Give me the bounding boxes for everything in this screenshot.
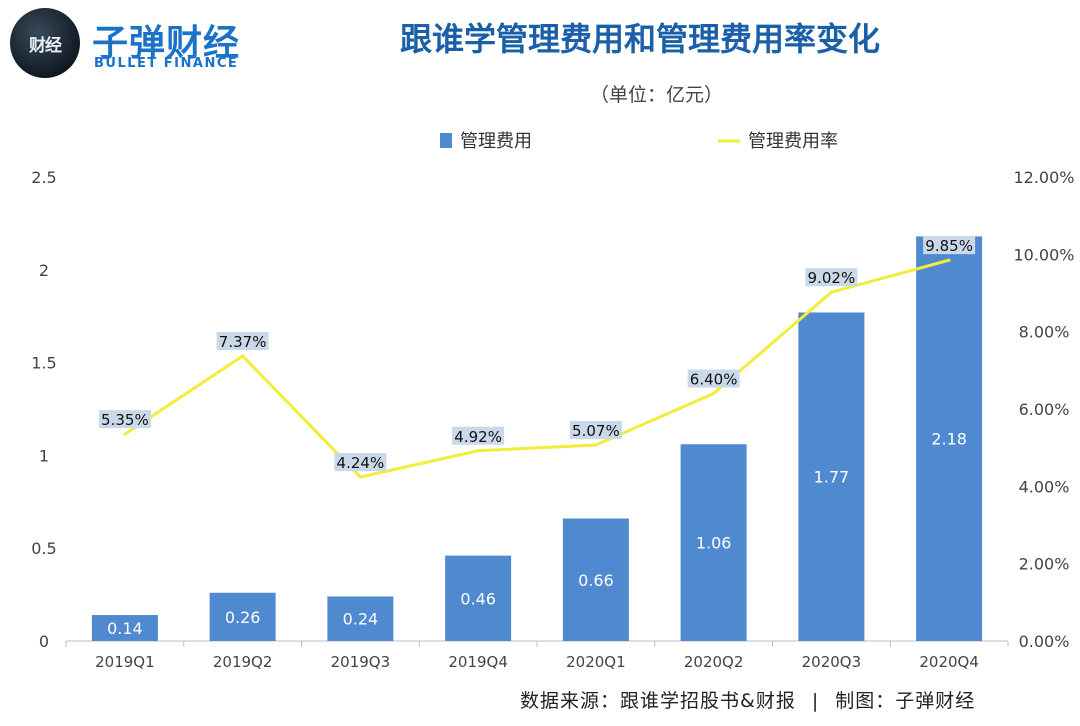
- rate-label-bg: [923, 236, 976, 255]
- rate-label-bg: [334, 453, 387, 472]
- bar-value-label: 0.66: [578, 571, 614, 590]
- rate-value-label: 7.37%: [219, 333, 267, 351]
- source-text: 数据来源：跟谁学招股书&财报: [520, 690, 796, 712]
- bar-value-label: 0.14: [107, 619, 143, 638]
- logo-text: 财经: [29, 35, 62, 56]
- rate-value-label: 9.85%: [925, 237, 973, 255]
- y-right-tick-label: 0.00%: [1019, 632, 1070, 651]
- rate-label-bg: [687, 369, 740, 388]
- bar-value-label: 1.77: [814, 468, 850, 487]
- x-tick-label: 2020Q3: [802, 653, 862, 671]
- rate-line: [124, 258, 950, 479]
- y-right-tick-label: 6.00%: [1019, 400, 1070, 419]
- x-tick-label: 2019Q1: [95, 653, 155, 671]
- y-left-tick-label: 0.5: [31, 539, 56, 558]
- y-left-tick-label: 2.5: [31, 168, 56, 187]
- bar-value-label: 0.24: [343, 610, 379, 629]
- rate-value-label: 5.07%: [572, 422, 620, 440]
- brand-name-cn: 子弹财经: [92, 23, 241, 64]
- x-tick-label: 2020Q4: [919, 653, 979, 671]
- x-tick-label: 2019Q2: [213, 653, 273, 671]
- y-right-tick-label: 8.00%: [1019, 323, 1070, 342]
- y-left-tick-label: 2: [39, 261, 49, 280]
- rate-point: [594, 443, 598, 447]
- footer-separator: |: [811, 690, 820, 712]
- bar-2020Q3: [798, 312, 865, 641]
- bar-value-label: 2.18: [931, 430, 967, 449]
- y-left-tick-label: 1: [39, 446, 49, 465]
- legend-swatch-bar: [440, 133, 452, 148]
- bar-value-label: 0.26: [225, 608, 261, 627]
- rate-point: [712, 392, 716, 396]
- rate-value-label: 5.35%: [101, 411, 149, 429]
- bar-2019Q2: [209, 592, 276, 641]
- y-right-tick-label: 10.00%: [1013, 245, 1074, 264]
- rate-value-label: 9.02%: [808, 269, 856, 287]
- rate-label-bg: [569, 420, 622, 439]
- legend-label-bar: 管理费用: [460, 131, 532, 152]
- rate-value-label: 6.40%: [690, 371, 738, 389]
- y-right-tick-label: 4.00%: [1019, 477, 1070, 496]
- x-tick-label: 2020Q1: [566, 653, 626, 671]
- bar-value-label: 0.46: [460, 589, 496, 608]
- legend-label-line: 管理费用率: [748, 131, 838, 152]
- rate-point: [123, 432, 127, 436]
- bar-2020Q2: [680, 444, 747, 641]
- y-left-tick-label: 1.5: [31, 354, 56, 373]
- x-tick-label: 2020Q2: [684, 653, 744, 671]
- rate-label-bg: [805, 268, 858, 287]
- rate-point: [241, 354, 245, 358]
- y-right-tick-label: 12.00%: [1013, 168, 1074, 187]
- credit-text: 制图：子弹财经: [835, 690, 976, 712]
- footer: 数据来源：跟谁学招股书&财报 | 制图：子弹财经: [520, 686, 975, 713]
- bar-2019Q1: [91, 615, 158, 641]
- bar-2020Q1: [562, 518, 629, 641]
- x-tick-label: 2019Q4: [448, 653, 508, 671]
- y-left-tick-label: 0: [39, 632, 49, 651]
- rate-point: [829, 290, 833, 294]
- unit-label: （单位：亿元）: [590, 84, 724, 106]
- rate-value-label: 4.24%: [337, 454, 385, 472]
- rate-point: [947, 258, 951, 262]
- brand-logo: 财经: [10, 8, 80, 78]
- y-right-tick-label: 2.00%: [1019, 555, 1070, 574]
- rate-label-bg: [98, 410, 151, 429]
- rate-label-bg: [452, 426, 505, 445]
- x-tick-label: 2019Q3: [331, 653, 391, 671]
- rate-point: [476, 449, 480, 453]
- chart-title: 跟谁学管理费用和管理费用率变化: [399, 20, 880, 58]
- bar-2019Q3: [327, 596, 394, 641]
- bar-2020Q4: [916, 236, 983, 641]
- rate-value-label: 4.92%: [454, 428, 502, 446]
- bar-value-label: 1.06: [696, 534, 732, 553]
- rate-label-bg: [216, 332, 269, 351]
- rate-point: [358, 475, 362, 479]
- bar-2019Q4: [445, 555, 512, 641]
- brand-name-en: BULLET FINANCE: [94, 56, 239, 71]
